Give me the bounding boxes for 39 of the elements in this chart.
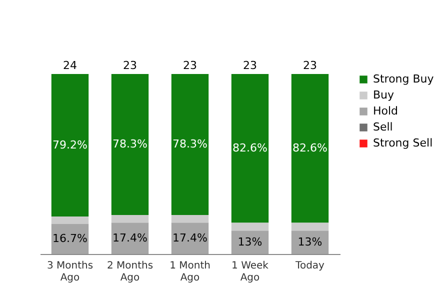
annotation: 23: [183, 59, 197, 72]
x-tick-label: Today: [294, 260, 325, 272]
bar: [171, 74, 209, 215]
data-label: 78.3%: [112, 137, 148, 150]
x-tick-label: 1 Month Ago: [170, 260, 210, 284]
data-label: 13%: [298, 235, 322, 248]
bar: [231, 230, 269, 254]
data-label: 16.7%: [52, 232, 88, 245]
data-label: 17.4%: [172, 231, 208, 244]
bar: [111, 74, 149, 215]
annotation: 23: [123, 59, 137, 72]
legend-label: Strong Sell: [373, 136, 433, 150]
annotation: 23: [303, 59, 317, 72]
bar: [231, 222, 269, 231]
bar: [291, 222, 329, 231]
bar: [291, 74, 329, 223]
bar: [51, 216, 89, 224]
annotation: 23: [243, 59, 257, 72]
data-label: 78.3%: [172, 137, 208, 150]
bar: [171, 222, 209, 254]
bar: [231, 74, 269, 223]
bar: [111, 214, 149, 223]
bar: [111, 222, 149, 254]
data-label: 82.6%: [232, 141, 268, 154]
bar: [171, 214, 209, 223]
data-label: 82.6%: [292, 141, 328, 154]
legend-label: Buy: [373, 88, 395, 102]
legend-label: Strong Buy: [373, 72, 434, 86]
bar: [51, 74, 89, 217]
data-label: 79.2%: [52, 138, 88, 152]
legend-label: Sell: [373, 120, 393, 134]
annotation: 24: [63, 59, 77, 72]
x-tick-label: 2 Months Ago: [106, 260, 154, 284]
data-label: 17.4%: [112, 231, 148, 244]
data-label: 13%: [238, 235, 262, 248]
legend-label: Hold: [373, 104, 398, 118]
x-tick-label: 3 Months Ago: [46, 260, 94, 284]
bar: [291, 230, 329, 254]
x-tick-label: 1 Week Ago: [232, 260, 269, 284]
